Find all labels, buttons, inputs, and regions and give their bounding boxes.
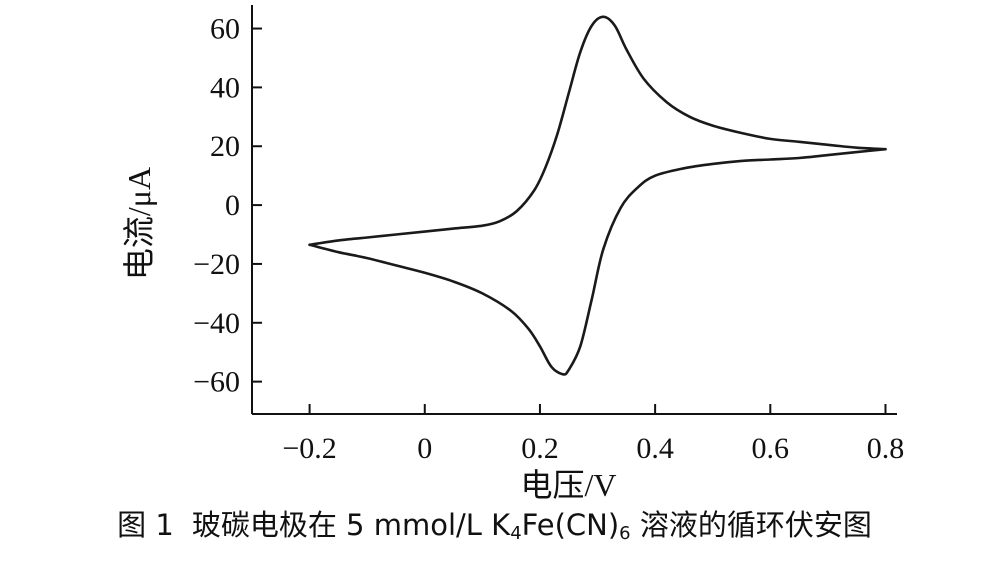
y-tick-label: 40 [210, 71, 240, 104]
x-tick-label: 0.8 [867, 432, 905, 465]
y-tick-label: 60 [210, 13, 240, 46]
caption-subscript-6: 6 [619, 523, 631, 544]
y-tick-label: 20 [210, 130, 240, 163]
x-ticks: −0.2 0 0.2 0.4 0.6 0.8 [282, 404, 904, 465]
y-ticks: −60 −40 −20 0 20 40 60 [193, 13, 262, 399]
x-tick-label: −0.2 [282, 432, 336, 465]
anodic-scan-curve [308, 15, 887, 247]
cathodic-scan-curve [308, 147, 887, 376]
x-tick-label: 0.2 [521, 432, 559, 465]
x-axis-title: 电压/V [520, 467, 616, 500]
x-tick-label: 0 [417, 432, 432, 465]
y-tick-label: −40 [193, 307, 240, 340]
axes [251, 5, 897, 415]
curves [308, 15, 887, 376]
caption-prefix: 图 1 [117, 508, 174, 542]
x-tick-label: 0.4 [636, 432, 674, 465]
caption-text-before: 玻碳电极在 5 mmol/L K [191, 508, 511, 542]
cv-chart: −60 −40 −20 0 20 40 60 −0.2 0 0.2 0.4 0.6 0.8 电流/μA… [121, 5, 904, 500]
caption-subscript-4: 4 [510, 523, 522, 544]
x-tick-label: 0.6 [752, 432, 790, 465]
caption-text-after: 溶液的循环伏安图 [630, 508, 872, 542]
y-tick-label: −20 [193, 248, 240, 281]
figure-caption: 图 1 玻碳电极在 5 mmol/L K4Fe(CN)6 溶液的循环伏安图 [0, 502, 989, 544]
caption-text-middle: Fe(CN) [521, 508, 620, 542]
cv-plot: −60 −40 −20 0 20 40 60 −0.2 0 0.2 0.4 0.6 0.8 电流/μA… [121, 5, 904, 500]
y-tick-label: −60 [193, 366, 240, 399]
y-axis-title: 电流/μA [121, 167, 157, 280]
y-tick-label: 0 [225, 189, 240, 222]
